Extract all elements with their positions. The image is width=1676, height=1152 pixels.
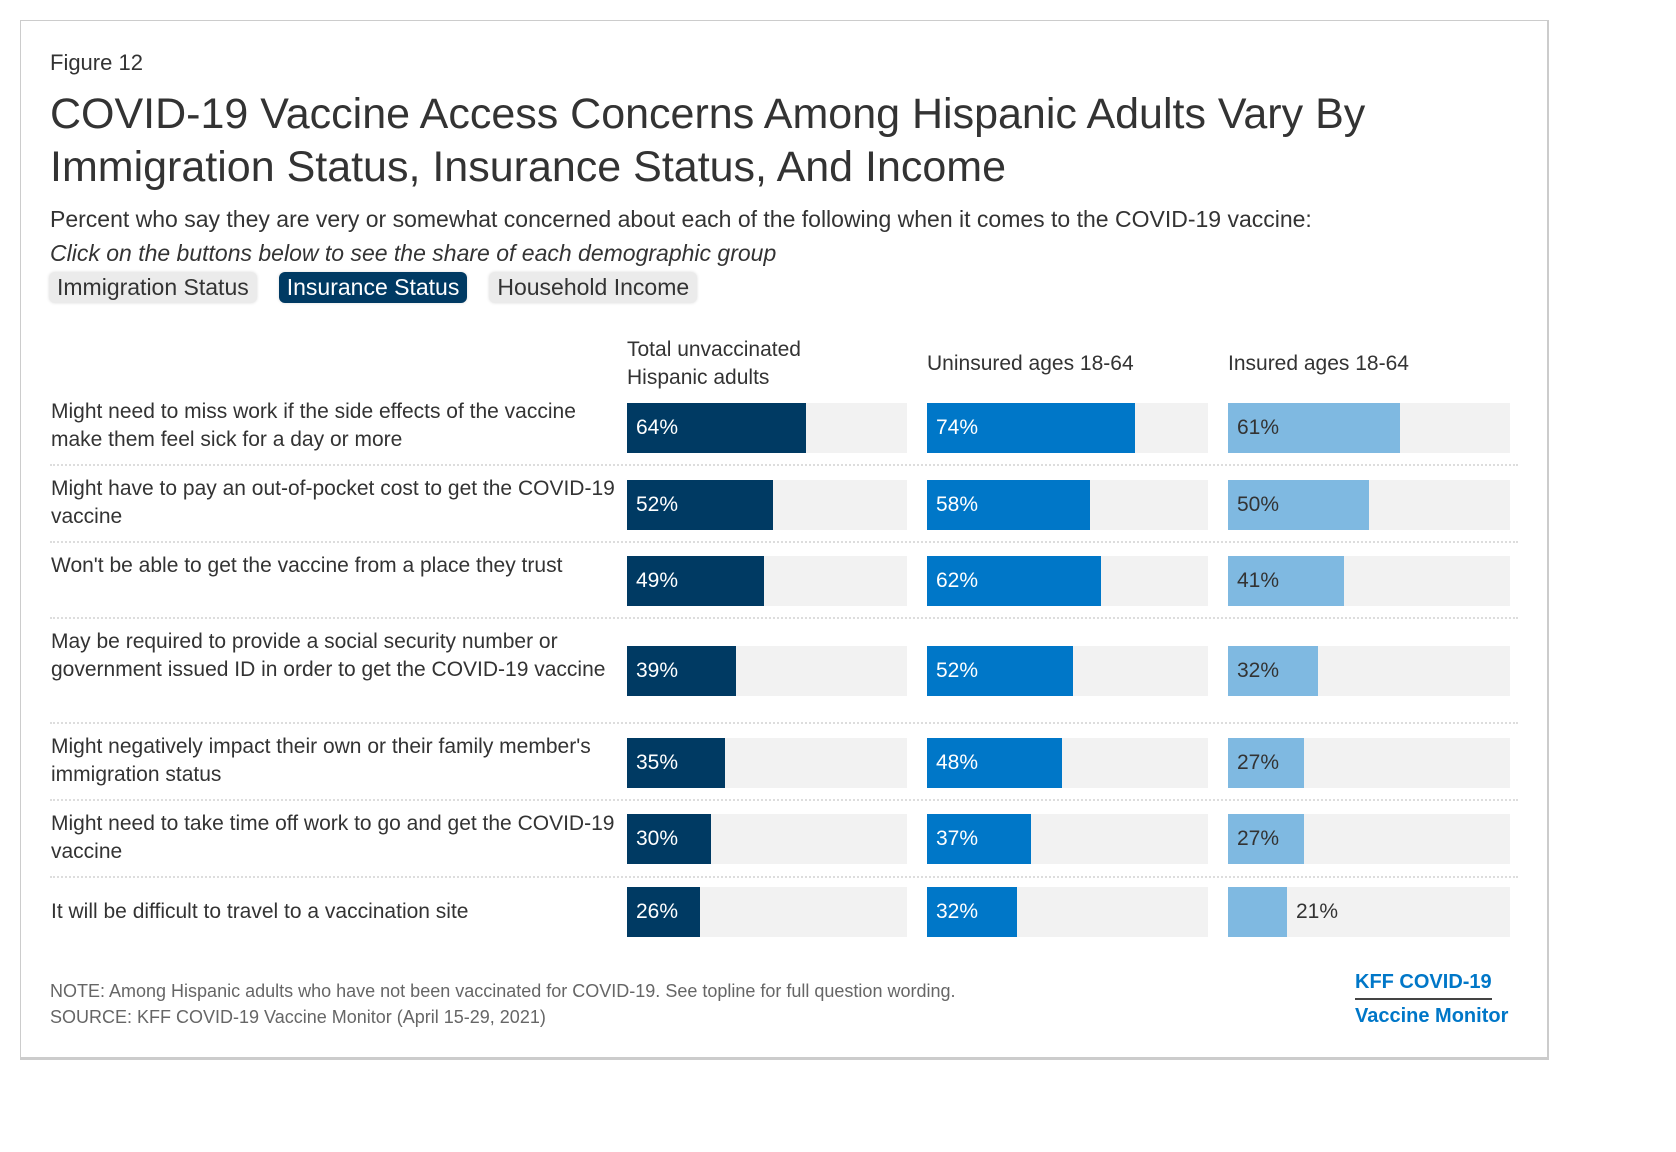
data-label: 27% xyxy=(1237,827,1280,850)
row-separator xyxy=(50,799,1518,801)
column-header-total: Total unvaccinated Hispanic adults xyxy=(627,338,801,389)
data-label: 49% xyxy=(636,569,679,592)
chart-hint: Click on the buttons below to see the sh… xyxy=(50,240,777,266)
row-separator xyxy=(50,464,1518,466)
data-label: 64% xyxy=(636,416,679,439)
bar-total xyxy=(627,556,764,606)
bar-uninsured xyxy=(927,814,1031,864)
chart-notes: NOTE: Among Hispanic adults who have not… xyxy=(50,978,956,1030)
row-separator xyxy=(50,876,1518,878)
bar-track-insured: 41% xyxy=(1228,556,1510,606)
insurance-status-button[interactable]: Insurance Status xyxy=(278,272,468,303)
bar-total xyxy=(627,646,736,696)
bar-uninsured xyxy=(927,480,1090,530)
figure-label: Figure 12 xyxy=(50,50,143,75)
category-label: Might need to miss work if the side effe… xyxy=(51,400,576,451)
group-buttons: Immigration Status Insurance Status Hous… xyxy=(49,272,698,303)
bar-insured xyxy=(1228,814,1304,864)
bar-insured xyxy=(1228,887,1287,937)
bar-track-insured: 50% xyxy=(1228,480,1510,530)
bar-uninsured xyxy=(927,646,1073,696)
category-label: Won't be able to get the vaccine from a … xyxy=(51,554,563,577)
column-header-uninsured: Uninsured ages 18-64 xyxy=(927,352,1134,375)
bar-uninsured xyxy=(927,403,1135,453)
category-label: Might negatively impact their own or the… xyxy=(51,735,591,786)
data-label: 26% xyxy=(636,900,679,923)
data-label: 32% xyxy=(1237,659,1280,682)
bar-track-insured: 21% xyxy=(1228,887,1510,937)
immigration-status-button[interactable]: Immigration Status xyxy=(49,272,257,303)
data-label: 39% xyxy=(636,659,679,682)
bar-track-uninsured: 32% xyxy=(927,887,1208,937)
bar-track-uninsured: 37% xyxy=(927,814,1208,864)
data-label: 62% xyxy=(936,569,979,592)
data-label: 74% xyxy=(936,416,979,439)
bar-uninsured xyxy=(927,738,1062,788)
bar-insured xyxy=(1228,556,1344,606)
bar-track-total: 52% xyxy=(627,480,907,530)
note-text: NOTE: Among Hispanic adults who have not… xyxy=(50,981,956,1001)
bar-track-insured: 27% xyxy=(1228,814,1510,864)
category-label: Might have to pay an out-of-pocket cost … xyxy=(51,477,615,528)
bar-track-total: 35% xyxy=(627,738,907,788)
bar-track-uninsured: 74% xyxy=(927,403,1208,453)
bar-track-insured: 61% xyxy=(1228,403,1510,453)
bar-insured xyxy=(1228,403,1400,453)
bar-uninsured xyxy=(927,887,1017,937)
household-income-button[interactable]: Household Income xyxy=(489,272,698,303)
bar-insured xyxy=(1228,646,1318,696)
bar-insured xyxy=(1228,480,1369,530)
bar-track-uninsured: 62% xyxy=(927,556,1208,606)
data-label: 37% xyxy=(936,827,979,850)
bar-total xyxy=(627,814,711,864)
bar-track-insured: 32% xyxy=(1228,646,1510,696)
bar-total xyxy=(627,480,773,530)
bar-track-total: 26% xyxy=(627,887,907,937)
row-separator xyxy=(50,722,1518,724)
data-label: 41% xyxy=(1237,569,1280,592)
bar-track-total: 49% xyxy=(627,556,907,606)
data-label: 48% xyxy=(936,751,979,774)
data-label: 21% xyxy=(1296,900,1339,923)
logo-line1: KFF COVID-19 xyxy=(1355,970,1492,1000)
bar-total xyxy=(627,403,806,453)
bar-uninsured xyxy=(927,556,1101,606)
chart-subtitle: Percent who say they are very or somewha… xyxy=(50,206,1312,232)
figure-frame xyxy=(20,20,1549,1060)
data-label: 58% xyxy=(936,493,979,516)
bar-track-uninsured: 48% xyxy=(927,738,1208,788)
data-label: 27% xyxy=(1237,751,1280,774)
data-label: 52% xyxy=(636,493,679,516)
data-label: 30% xyxy=(636,827,679,850)
bar-track-total: 30% xyxy=(627,814,907,864)
bar-track-uninsured: 52% xyxy=(927,646,1208,696)
bar-track-insured: 27% xyxy=(1228,738,1510,788)
chart-title: COVID-19 Vaccine Access Concerns Among H… xyxy=(50,90,1366,191)
bar-total xyxy=(627,887,700,937)
category-label: May be required to provide a social secu… xyxy=(51,630,606,681)
logo-line2: Vaccine Monitor xyxy=(1355,1005,1509,1027)
bar-insured xyxy=(1228,738,1304,788)
row-separator xyxy=(50,617,1518,619)
category-label: Might need to take time off work to go a… xyxy=(51,812,615,863)
data-label: 50% xyxy=(1237,493,1280,516)
column-header-insured: Insured ages 18-64 xyxy=(1228,352,1409,375)
data-label: 35% xyxy=(636,751,679,774)
row-separator xyxy=(50,541,1518,543)
bar-track-total: 64% xyxy=(627,403,907,453)
bar-track-total: 39% xyxy=(627,646,907,696)
data-label: 32% xyxy=(936,900,979,923)
data-label: 61% xyxy=(1237,416,1280,439)
category-label: It will be difficult to travel to a vacc… xyxy=(51,900,469,923)
data-label: 52% xyxy=(936,659,979,682)
source-text: SOURCE: KFF COVID-19 Vaccine Monitor (Ap… xyxy=(50,1007,546,1027)
kff-logo: KFF COVID-19 Vaccine Monitor xyxy=(1355,970,1508,1028)
bar-total xyxy=(627,738,725,788)
bar-track-uninsured: 58% xyxy=(927,480,1208,530)
